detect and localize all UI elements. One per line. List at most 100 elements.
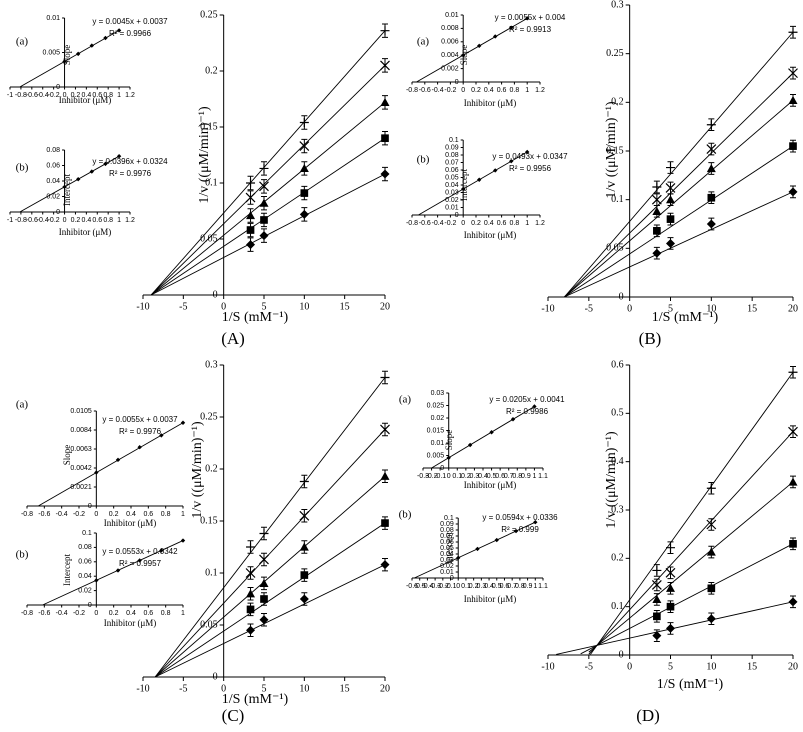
y-axis-label: 1/v ((μM/min)⁻¹) bbox=[190, 421, 205, 519]
y-tick-label: 0.07 bbox=[445, 159, 459, 166]
fit-line bbox=[150, 102, 386, 296]
data-point bbox=[651, 579, 662, 590]
data-point bbox=[299, 510, 310, 521]
y-tick-label: 0.1 bbox=[205, 567, 218, 578]
y-tick-label: 0.06 bbox=[445, 167, 459, 174]
x-tick-label: 0.6 bbox=[495, 473, 505, 480]
y-axis-label: Slope bbox=[444, 430, 454, 451]
data-point bbox=[788, 187, 798, 197]
equation: y = 0.0055x + 0.0037 bbox=[102, 415, 178, 424]
data-point bbox=[789, 142, 797, 150]
data-point bbox=[788, 477, 798, 486]
fit-line bbox=[150, 30, 386, 296]
panel-label: (a) bbox=[16, 36, 29, 48]
data-point bbox=[380, 560, 390, 570]
y-tick-label: 0.02 bbox=[78, 587, 92, 594]
x-tick-label: 0.8 bbox=[512, 473, 522, 480]
x-tick-label: -0.6 bbox=[419, 220, 431, 227]
x-tick-label: 1.2 bbox=[125, 92, 135, 99]
data-point bbox=[788, 68, 798, 79]
y-tick-label: 0.03 bbox=[445, 189, 459, 196]
x-tick-label: 1 bbox=[533, 583, 537, 590]
x-tick-label: 15 bbox=[340, 301, 350, 312]
x-tick-label: 0 bbox=[94, 610, 98, 617]
x-tick-label: 0 bbox=[627, 303, 632, 314]
x-axis-label: Inhibitor (μM) bbox=[464, 594, 517, 604]
fit-line bbox=[154, 475, 386, 678]
x-tick-label: -0.6 bbox=[38, 511, 50, 518]
data-point bbox=[380, 372, 390, 382]
data-point bbox=[509, 159, 514, 164]
x-tick-label: -0.4 bbox=[432, 87, 444, 94]
data-point bbox=[89, 43, 95, 48]
y-tick-label: 0.0042 bbox=[70, 465, 92, 472]
y-tick-label: 0.2 bbox=[205, 65, 218, 76]
panel-label: (b) bbox=[16, 549, 29, 561]
x-tick-label: 0.6 bbox=[143, 511, 153, 518]
y-tick-label: 0.1 bbox=[82, 530, 92, 537]
fit-line bbox=[42, 540, 184, 606]
x-tick-label: -10 bbox=[541, 303, 554, 314]
x-tick-label: -0.3 bbox=[417, 473, 429, 480]
x-tick-label: 0.8 bbox=[510, 87, 520, 94]
x-axis-label: Inhibitor (μM) bbox=[464, 480, 517, 490]
fit-line bbox=[418, 151, 528, 216]
y-tick-label: 0.01 bbox=[445, 12, 459, 19]
fit-line bbox=[19, 155, 120, 213]
x-tick-label: -0.2 bbox=[73, 610, 85, 617]
data-point bbox=[103, 161, 108, 167]
data-point bbox=[788, 426, 798, 437]
data-point bbox=[706, 547, 716, 556]
x-tick-label: 0.4 bbox=[126, 511, 136, 518]
x-tick-label: 20 bbox=[788, 303, 798, 314]
x-tick-label: 20 bbox=[380, 683, 390, 694]
fit-line bbox=[154, 564, 386, 678]
data-point bbox=[300, 571, 309, 579]
x-tick-label: -0.4 bbox=[37, 217, 49, 224]
x-tick-label: -0.4 bbox=[432, 220, 444, 227]
y-tick-label: 0.1 bbox=[444, 515, 454, 522]
data-point bbox=[706, 164, 716, 173]
y-axis-label: 1/v ((μM/min)⁻¹) bbox=[604, 101, 619, 199]
y-axis-label: Slope bbox=[62, 445, 72, 466]
data-point bbox=[666, 543, 675, 553]
x-tick-label: 10 bbox=[299, 683, 309, 694]
x-tick-label: -0.6 bbox=[38, 610, 50, 617]
data-point bbox=[94, 470, 99, 475]
x-tick-label: 5 bbox=[668, 661, 673, 672]
fit-line bbox=[416, 17, 528, 83]
x-tick-label: 0.2 bbox=[461, 473, 471, 480]
data-point bbox=[489, 430, 494, 435]
data-point bbox=[259, 615, 269, 625]
x-tick-label: -0.1 bbox=[434, 473, 446, 480]
y-tick-label: 0.005 bbox=[427, 452, 445, 459]
data-point bbox=[260, 595, 268, 603]
fit-line bbox=[564, 72, 794, 298]
data-point bbox=[180, 538, 186, 543]
y-tick-label: 0 bbox=[619, 649, 624, 660]
x-tick-label: 1 bbox=[181, 511, 185, 518]
data-point bbox=[246, 589, 256, 598]
x-tick-label: 0.9 bbox=[523, 583, 533, 590]
equation: y = 0.0045x + 0.0037 bbox=[92, 17, 168, 26]
data-point bbox=[381, 519, 389, 527]
x-tick-label: -10 bbox=[136, 683, 149, 694]
data-point bbox=[380, 97, 390, 106]
x-tick-label: 15 bbox=[747, 661, 757, 672]
data-point bbox=[509, 25, 514, 30]
fit-line bbox=[588, 481, 794, 653]
y-tick-label: 0.04 bbox=[46, 178, 60, 185]
data-point bbox=[246, 542, 256, 552]
panel-label: (A) bbox=[221, 329, 245, 348]
data-point bbox=[666, 623, 675, 633]
x-tick-label: 1 bbox=[532, 473, 536, 480]
x-tick-label: 0.1 bbox=[452, 473, 462, 480]
y-axis-label: Intercept bbox=[459, 169, 469, 201]
y-tick-label: 0 bbox=[455, 79, 459, 86]
fit-line bbox=[590, 371, 794, 655]
x-tick-label: -0.2 bbox=[437, 583, 449, 590]
x-tick-label: 0.8 bbox=[515, 583, 525, 590]
panel-label: (B) bbox=[639, 329, 662, 348]
data-point bbox=[461, 53, 466, 58]
